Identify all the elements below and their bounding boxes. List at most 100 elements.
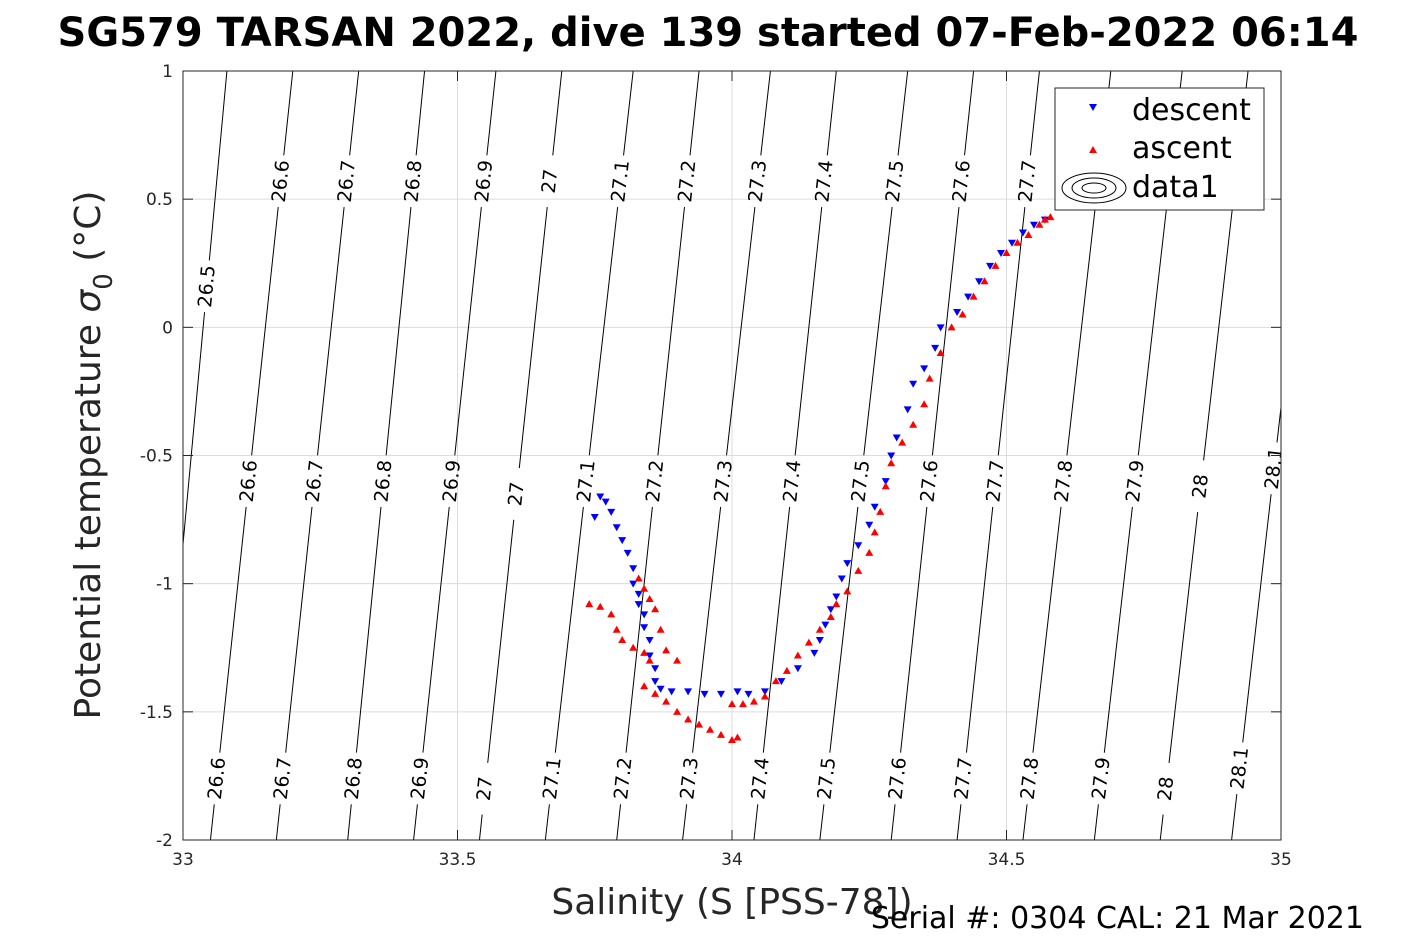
contour-line xyxy=(616,804,622,840)
y-tick-label: 0 xyxy=(162,318,173,338)
ascent-point xyxy=(662,697,671,705)
ascent-point xyxy=(684,715,693,723)
contour-label: 27.2 xyxy=(642,459,668,503)
contour-line xyxy=(900,506,928,753)
ascent-point xyxy=(909,420,918,428)
contour-line xyxy=(588,206,619,456)
contour-label: 26.9 xyxy=(439,459,465,503)
contour-line xyxy=(285,506,313,753)
descent-point xyxy=(623,549,632,557)
y-axis-title-unit: (°C) xyxy=(68,191,109,274)
contour-label: 27.2 xyxy=(674,159,700,203)
descent-point xyxy=(700,690,709,698)
descent-point xyxy=(793,665,802,673)
descent-point xyxy=(909,380,918,388)
contour-label: 27.9 xyxy=(1122,459,1149,504)
ascent-point xyxy=(612,625,621,633)
descent-point xyxy=(870,503,879,511)
contour-line xyxy=(1231,794,1238,840)
contour-line xyxy=(753,804,759,840)
contour-label: 27.3 xyxy=(745,159,772,204)
contour-label: 26.7 xyxy=(334,159,360,203)
contour-label: 27.7 xyxy=(950,756,976,800)
contour-label: 26.9 xyxy=(407,756,433,800)
descent-point xyxy=(651,665,660,673)
contour-label: 28.1 xyxy=(1226,746,1253,791)
contour-line xyxy=(897,71,909,156)
descent-point xyxy=(607,508,616,516)
contour-label: 26.7 xyxy=(270,756,296,800)
ascent-point xyxy=(870,528,879,536)
descent-point xyxy=(777,678,786,686)
descent-point xyxy=(1007,239,1016,247)
contour-line xyxy=(413,804,418,840)
ascent-point xyxy=(662,646,671,654)
ascent-point xyxy=(618,636,627,644)
descent-point xyxy=(640,624,649,632)
descent-point xyxy=(717,690,726,698)
ascent-point xyxy=(728,700,736,708)
ascent-point xyxy=(585,600,594,608)
contour-line xyxy=(518,207,548,469)
ascent-point xyxy=(651,689,660,697)
contour-line xyxy=(826,71,837,156)
descent-point xyxy=(881,478,890,486)
contour-line xyxy=(349,71,360,156)
contour-line xyxy=(1242,494,1272,743)
contour-line xyxy=(623,71,634,156)
series-descent xyxy=(590,216,1049,698)
contour-line xyxy=(762,506,791,753)
y-axis-title-main: Potential temperature xyxy=(68,313,109,720)
contour-line xyxy=(209,804,215,840)
contour-label: 27.3 xyxy=(710,459,737,504)
y-axis-title-symbol: σ xyxy=(68,289,109,313)
data-series xyxy=(585,213,1055,744)
contour-line xyxy=(275,804,281,840)
legend-data1-contour-icon xyxy=(1061,172,1127,204)
ascent-point xyxy=(854,566,863,574)
contour-label: 27.5 xyxy=(848,459,875,504)
ascent-point xyxy=(640,682,649,690)
legend-box xyxy=(1054,87,1265,211)
contour-line xyxy=(552,71,563,156)
ascent-point xyxy=(728,736,736,744)
ascent-point xyxy=(876,507,885,515)
ascent-point xyxy=(607,610,616,618)
ascent-point xyxy=(1035,220,1044,228)
contour-label: 27.7 xyxy=(1014,159,1040,203)
descent-point xyxy=(920,365,929,373)
ascent-point xyxy=(1013,238,1022,246)
contour-label: 27.7 xyxy=(982,459,1008,503)
contour-label: 26.9 xyxy=(471,159,497,203)
contour-label: 27.4 xyxy=(779,459,805,503)
legend-ascent-label: ascent xyxy=(1132,131,1232,166)
descent-point xyxy=(865,521,874,529)
contour-label: 27.8 xyxy=(1017,756,1044,801)
contour-line xyxy=(183,312,206,550)
ascent-point xyxy=(969,292,978,300)
descent-point xyxy=(986,262,995,270)
x-tick-label: 33.5 xyxy=(439,850,477,870)
contour-line xyxy=(726,206,756,456)
ascent-point xyxy=(695,720,704,728)
ascent-point xyxy=(640,584,649,592)
contour-line xyxy=(956,804,962,840)
descent-point xyxy=(656,685,665,693)
x-tick-label: 35 xyxy=(1270,850,1292,870)
descent-point xyxy=(645,637,654,645)
descent-point xyxy=(1018,229,1027,237)
y-tick-label: -1.5 xyxy=(140,703,173,723)
legend-data1-label: data1 xyxy=(1132,170,1219,205)
contour-label: 27.8 xyxy=(1051,459,1078,504)
contour-label: 26.6 xyxy=(204,756,230,800)
descent-point xyxy=(997,249,1006,257)
ascent-point xyxy=(656,625,665,633)
ascent-point xyxy=(749,697,758,705)
contour-line xyxy=(689,71,700,156)
contour-line xyxy=(347,804,352,840)
contour-line xyxy=(1093,804,1099,840)
contour-line xyxy=(1159,814,1164,840)
descent-point xyxy=(854,542,863,550)
ascent-point xyxy=(958,310,967,318)
contour-label: 26.8 xyxy=(371,459,397,503)
